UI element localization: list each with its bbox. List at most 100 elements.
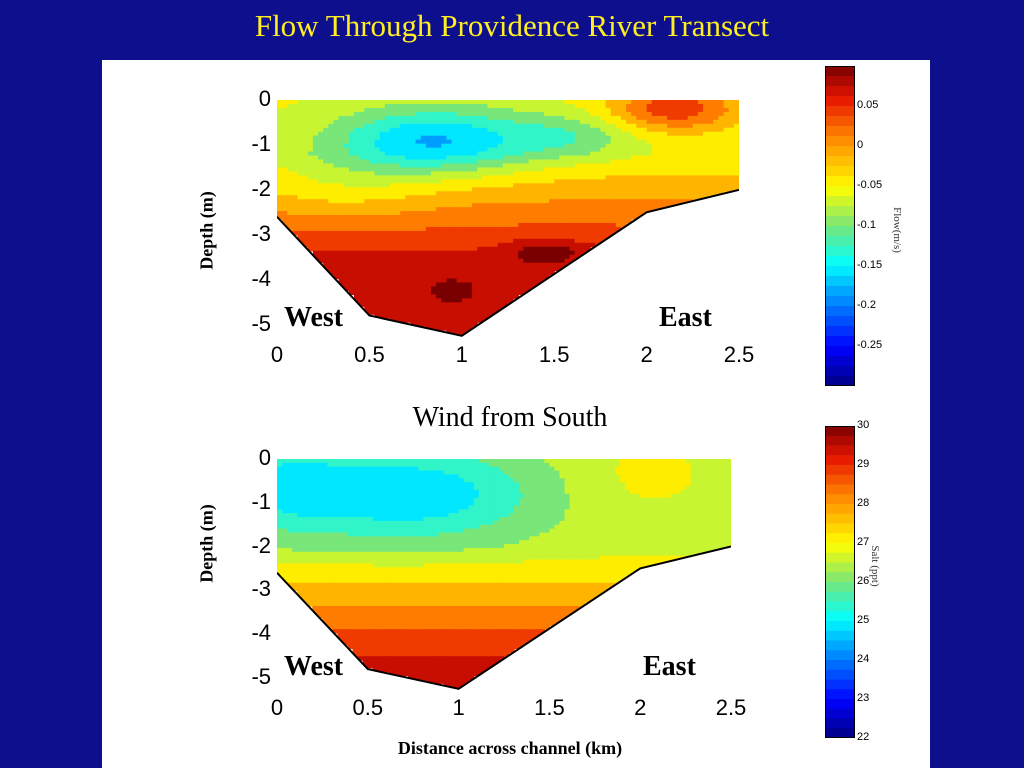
seabed-profile-line — [277, 188, 739, 337]
flow-xtick: 2.5 — [723, 342, 755, 367]
seabed-mask — [277, 546, 731, 691]
salt-xtick: 1.5 — [534, 695, 565, 720]
flow-ytick: -4 — [251, 265, 271, 291]
flow-colorbar-band — [825, 86, 855, 97]
flow-colorbar-band — [825, 286, 855, 297]
salt-ytick: 0 — [258, 445, 271, 470]
flow-colorbar-tick: 0.05 — [857, 99, 879, 111]
salt-ytick: -3 — [251, 576, 271, 602]
salt-colorbar-band — [825, 728, 855, 738]
flow-colorbar-band — [825, 176, 855, 187]
flow-colorbar-band — [825, 196, 855, 207]
salt-colorbar-band — [825, 601, 855, 612]
flow-colorbar-band — [825, 206, 855, 217]
salt-xtick: 2.5 — [715, 695, 747, 720]
salt-colorbar-band — [825, 523, 855, 534]
salt-colorbar-band — [825, 621, 855, 632]
flow-colorbar-band — [825, 216, 855, 227]
salt-colorbar-band — [825, 455, 855, 466]
salt-xtick: 0.5 — [352, 695, 384, 720]
salt-colorbar-tick: 23 — [857, 692, 870, 704]
salt-east-label: East — [643, 651, 696, 682]
flow-colorbar-band — [825, 346, 855, 357]
salt-xtick: 2 — [634, 695, 647, 720]
salt-colorbar-band — [825, 445, 855, 456]
seabed-profile-line — [277, 545, 731, 690]
salt-colorbar-band — [825, 679, 855, 690]
salt-colorbar-band — [825, 660, 855, 671]
flow-xtick: 0 — [270, 342, 284, 367]
salt-xtick: 0 — [270, 695, 284, 720]
salt-colorbar-band — [825, 543, 855, 554]
flow-colorbar-band — [825, 66, 855, 77]
salt-colorbar-band — [825, 513, 855, 525]
flow-colorbar-band — [825, 336, 855, 347]
salt-colorbar-band — [825, 435, 855, 447]
flow-colorbar-band — [825, 126, 855, 137]
flow-west-label: West — [284, 302, 344, 333]
flow-contour-plot — [277, 100, 739, 338]
salt-colorbar-band — [825, 718, 855, 729]
flow-ylabel: Depth (m) — [196, 191, 217, 270]
salt-colorbar-band — [825, 591, 855, 603]
flow-colorbar-band — [825, 106, 855, 117]
flow-colorbar-band — [825, 326, 855, 337]
flow-colorbar-tick: -0.25 — [857, 339, 883, 351]
salt-colorbar-band — [825, 582, 855, 593]
salt-contour-plot — [277, 459, 731, 691]
flow-colorbar-band — [825, 246, 855, 257]
salt-colorbar-tick: 22 — [857, 731, 870, 743]
salt-colorbar-band — [825, 533, 855, 544]
salt-colorbar-band — [825, 552, 855, 564]
salt-colorbar-band — [825, 630, 855, 642]
salt-ylabel: Depth (m) — [196, 504, 217, 583]
flow-colorbar-band — [825, 136, 855, 147]
salt-colorbar-label: Salt (ppt) — [869, 545, 881, 587]
salt-colorbar-band — [825, 611, 855, 622]
flow-colorbar-band — [825, 316, 855, 327]
flow-colorbar-band — [825, 166, 855, 177]
salt-colorbar-band — [825, 708, 855, 720]
flow-colorbar-label: Flow(m/s) — [891, 207, 903, 253]
salt-colorbar-band — [825, 699, 855, 710]
salt-ytick: -4 — [251, 620, 271, 646]
flow-colorbar-band — [825, 96, 855, 107]
flow-colorbar-band — [825, 296, 855, 307]
salt-colorbar-band — [825, 494, 855, 505]
salt-colorbar-tick: 27 — [857, 536, 870, 548]
flow-ytick: 0 — [258, 86, 271, 111]
flow-colorbar — [825, 66, 855, 386]
wind-caption: Wind from South — [412, 402, 608, 433]
salt-colorbar-band — [825, 474, 855, 486]
flow-colorbar-tick: -0.2 — [857, 299, 876, 311]
flow-colorbar-band — [825, 116, 855, 127]
salt-ytick: -1 — [251, 488, 271, 514]
distance-xlabel: Distance across channel (km) — [397, 738, 623, 758]
flow-colorbar-band — [825, 156, 855, 167]
flow-xtick: 1 — [455, 342, 468, 367]
flow-ytick: -3 — [251, 220, 271, 246]
flow-ytick: -1 — [251, 130, 271, 156]
flow-colorbar-tick: -0.05 — [857, 179, 883, 191]
salt-west-label: West — [284, 651, 344, 682]
flow-colorbar-band — [825, 186, 855, 197]
flow-xtick: 0.5 — [354, 342, 385, 367]
flow-ytick: -5 — [251, 310, 271, 336]
flow-east-label: East — [659, 302, 712, 333]
salt-colorbar-band — [825, 504, 855, 515]
flow-colorbar-band — [825, 366, 855, 377]
salt-colorbar-tick: 24 — [857, 653, 870, 665]
flow-colorbar-tick: -0.1 — [857, 219, 876, 231]
contour-field — [277, 459, 731, 688]
salt-colorbar-band — [825, 650, 855, 661]
flow-colorbar-tick: 0 — [857, 139, 864, 151]
salt-colorbar-tick: 26 — [857, 575, 870, 587]
flow-ytick: -2 — [251, 175, 271, 201]
flow-xtick: 1.5 — [538, 342, 570, 367]
flow-colorbar-band — [825, 76, 855, 87]
flow-colorbar-band — [825, 306, 855, 317]
salt-colorbar-band — [825, 572, 855, 583]
contour-field — [277, 100, 739, 335]
seabed-mask — [277, 189, 739, 338]
flow-colorbar-band — [825, 356, 855, 367]
